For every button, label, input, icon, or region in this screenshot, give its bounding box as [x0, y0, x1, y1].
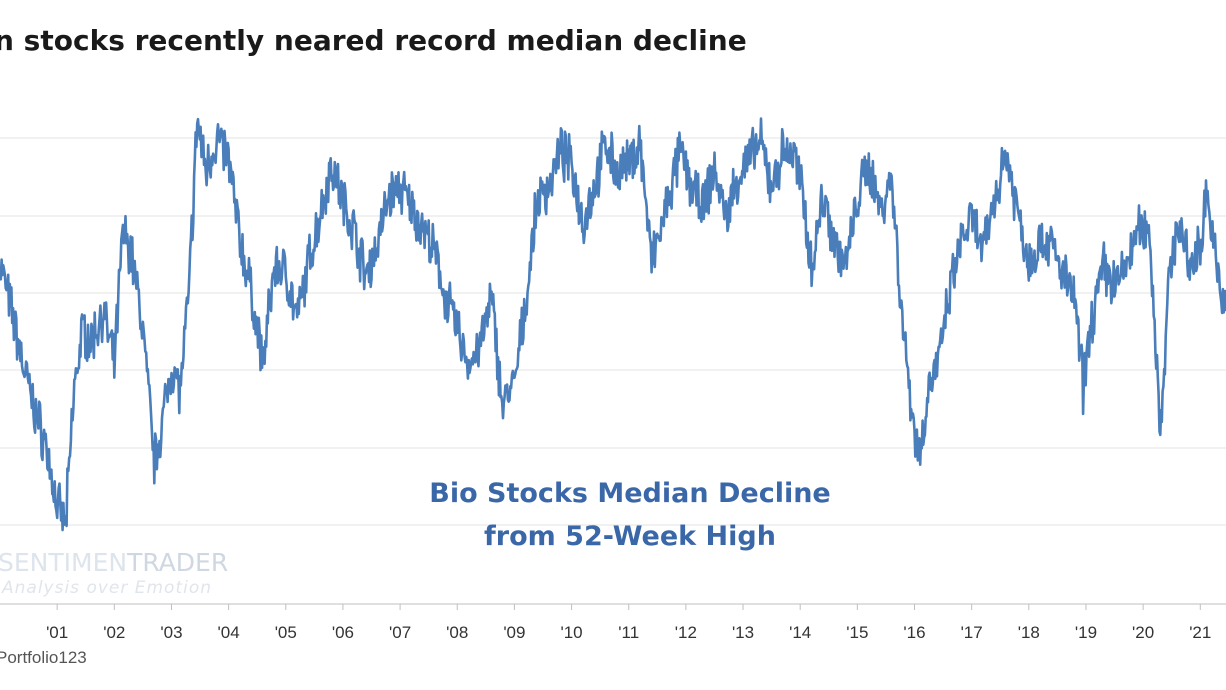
x-tick-label: '15	[846, 623, 868, 642]
x-tick-label: '14	[789, 623, 811, 642]
x-tick-label: '05	[275, 623, 297, 642]
x-tick-label: '06	[332, 623, 354, 642]
x-tick-label: '13	[732, 623, 754, 642]
x-tick-label: '10	[560, 623, 582, 642]
watermark-brand: SENTIMENTRADER	[0, 548, 228, 577]
x-tick-label: '09	[503, 623, 525, 642]
x-axis-ticks: '01 '02 '03 '04 '05 '06 '07 '08 '09 '10 '11 '12 '13 '…	[46, 604, 1211, 642]
series-line	[0, 117, 1226, 532]
watermark-brand-bold: TRADER	[127, 548, 229, 577]
chart-annotation: Bio Stocks Median Decline from 52-Week H…	[390, 472, 870, 558]
watermark-brand-light: SENTIMEN	[0, 548, 128, 577]
x-tick-label: '07	[389, 623, 411, 642]
x-tick-label: '11	[618, 623, 639, 642]
x-tick-label: '16	[903, 623, 925, 642]
x-tick-label: '18	[1018, 623, 1040, 642]
x-tick-label: '20	[1132, 623, 1154, 642]
x-tick-label: '01	[46, 623, 68, 642]
watermark-tagline: Analysis over Emotion	[2, 578, 213, 598]
annotation-line-1: Bio Stocks Median Decline	[429, 478, 831, 509]
chart-title: n stocks recently neared record median d…	[0, 24, 747, 57]
x-tick-label: '08	[446, 623, 468, 642]
x-tick-label: '19	[1075, 623, 1097, 642]
x-tick-label: '03	[160, 623, 182, 642]
x-tick-label: '04	[218, 623, 240, 642]
x-tick-label: '21	[1189, 623, 1211, 642]
x-tick-label: '17	[961, 623, 983, 642]
x-tick-label: '02	[103, 623, 125, 642]
source-credit: Portfolio123	[0, 648, 87, 667]
x-tick-label: '12	[675, 623, 697, 642]
annotation-line-2: from 52-Week High	[484, 521, 776, 552]
